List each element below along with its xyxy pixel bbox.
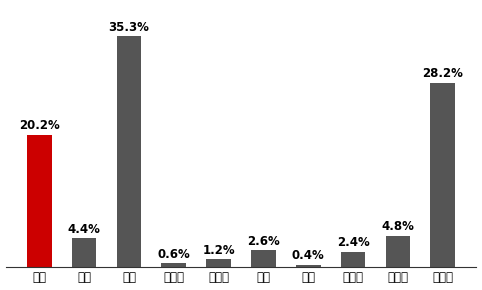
Bar <box>206 260 231 267</box>
Bar <box>27 135 52 267</box>
Text: 20.2%: 20.2% <box>19 119 60 133</box>
Text: 4.4%: 4.4% <box>67 223 101 236</box>
Text: 2.6%: 2.6% <box>247 235 280 248</box>
Bar <box>117 36 141 267</box>
Bar <box>430 83 455 267</box>
Text: 0.4%: 0.4% <box>292 249 324 262</box>
Text: 2.4%: 2.4% <box>337 236 369 249</box>
Bar <box>251 250 276 267</box>
Text: 0.6%: 0.6% <box>158 248 190 261</box>
Bar <box>341 251 365 267</box>
Text: 1.2%: 1.2% <box>202 244 235 257</box>
Text: 35.3%: 35.3% <box>108 21 149 34</box>
Bar <box>296 265 321 267</box>
Text: 28.2%: 28.2% <box>422 67 463 80</box>
Bar <box>386 236 410 267</box>
Text: 4.8%: 4.8% <box>381 220 415 233</box>
Bar <box>161 263 186 267</box>
Bar <box>72 238 96 267</box>
